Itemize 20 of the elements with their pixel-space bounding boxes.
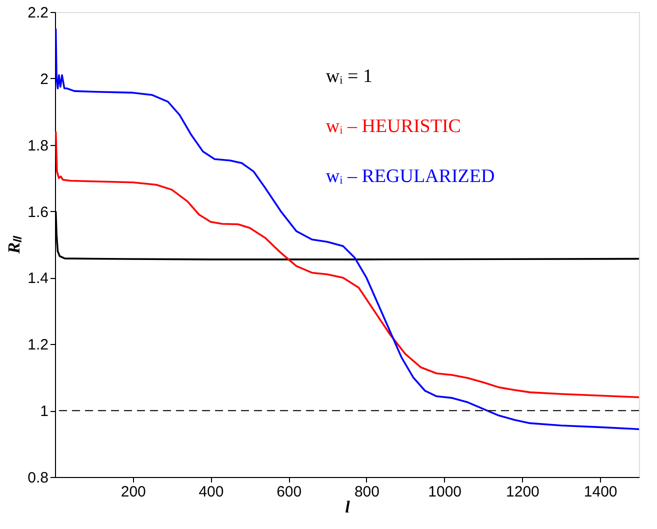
x-axis-title: l — [345, 498, 350, 516]
y-tick-label: 1.2 — [28, 336, 48, 354]
y-tick-label: 1.4 — [28, 270, 48, 288]
text: wᵢ – REGULARIZED — [326, 166, 495, 187]
y-tick-label: 2.2 — [28, 4, 48, 22]
y-tick-label: 1.8 — [28, 137, 48, 154]
x-tick-label: 600 — [276, 484, 302, 500]
x-tick-label: 400 — [198, 484, 224, 500]
x-tick-label: 1000 — [428, 484, 462, 500]
y-tick-label: 0.8 — [28, 470, 48, 486]
y-tick-label: 2 — [40, 70, 48, 88]
x-tick-label: 1400 — [584, 484, 618, 500]
x-tick-label: 200 — [120, 484, 146, 500]
y-axis-title: Rₗₗ — [4, 235, 24, 255]
text: wᵢ = 1 — [326, 66, 372, 87]
x-tick-label: 800 — [354, 484, 380, 500]
y-tick-label: 1.6 — [28, 204, 48, 221]
text: wᵢ – HEURISTIC — [326, 116, 461, 137]
x-tick-label: 1200 — [506, 484, 540, 500]
y-tick-label: 1 — [40, 403, 48, 420]
